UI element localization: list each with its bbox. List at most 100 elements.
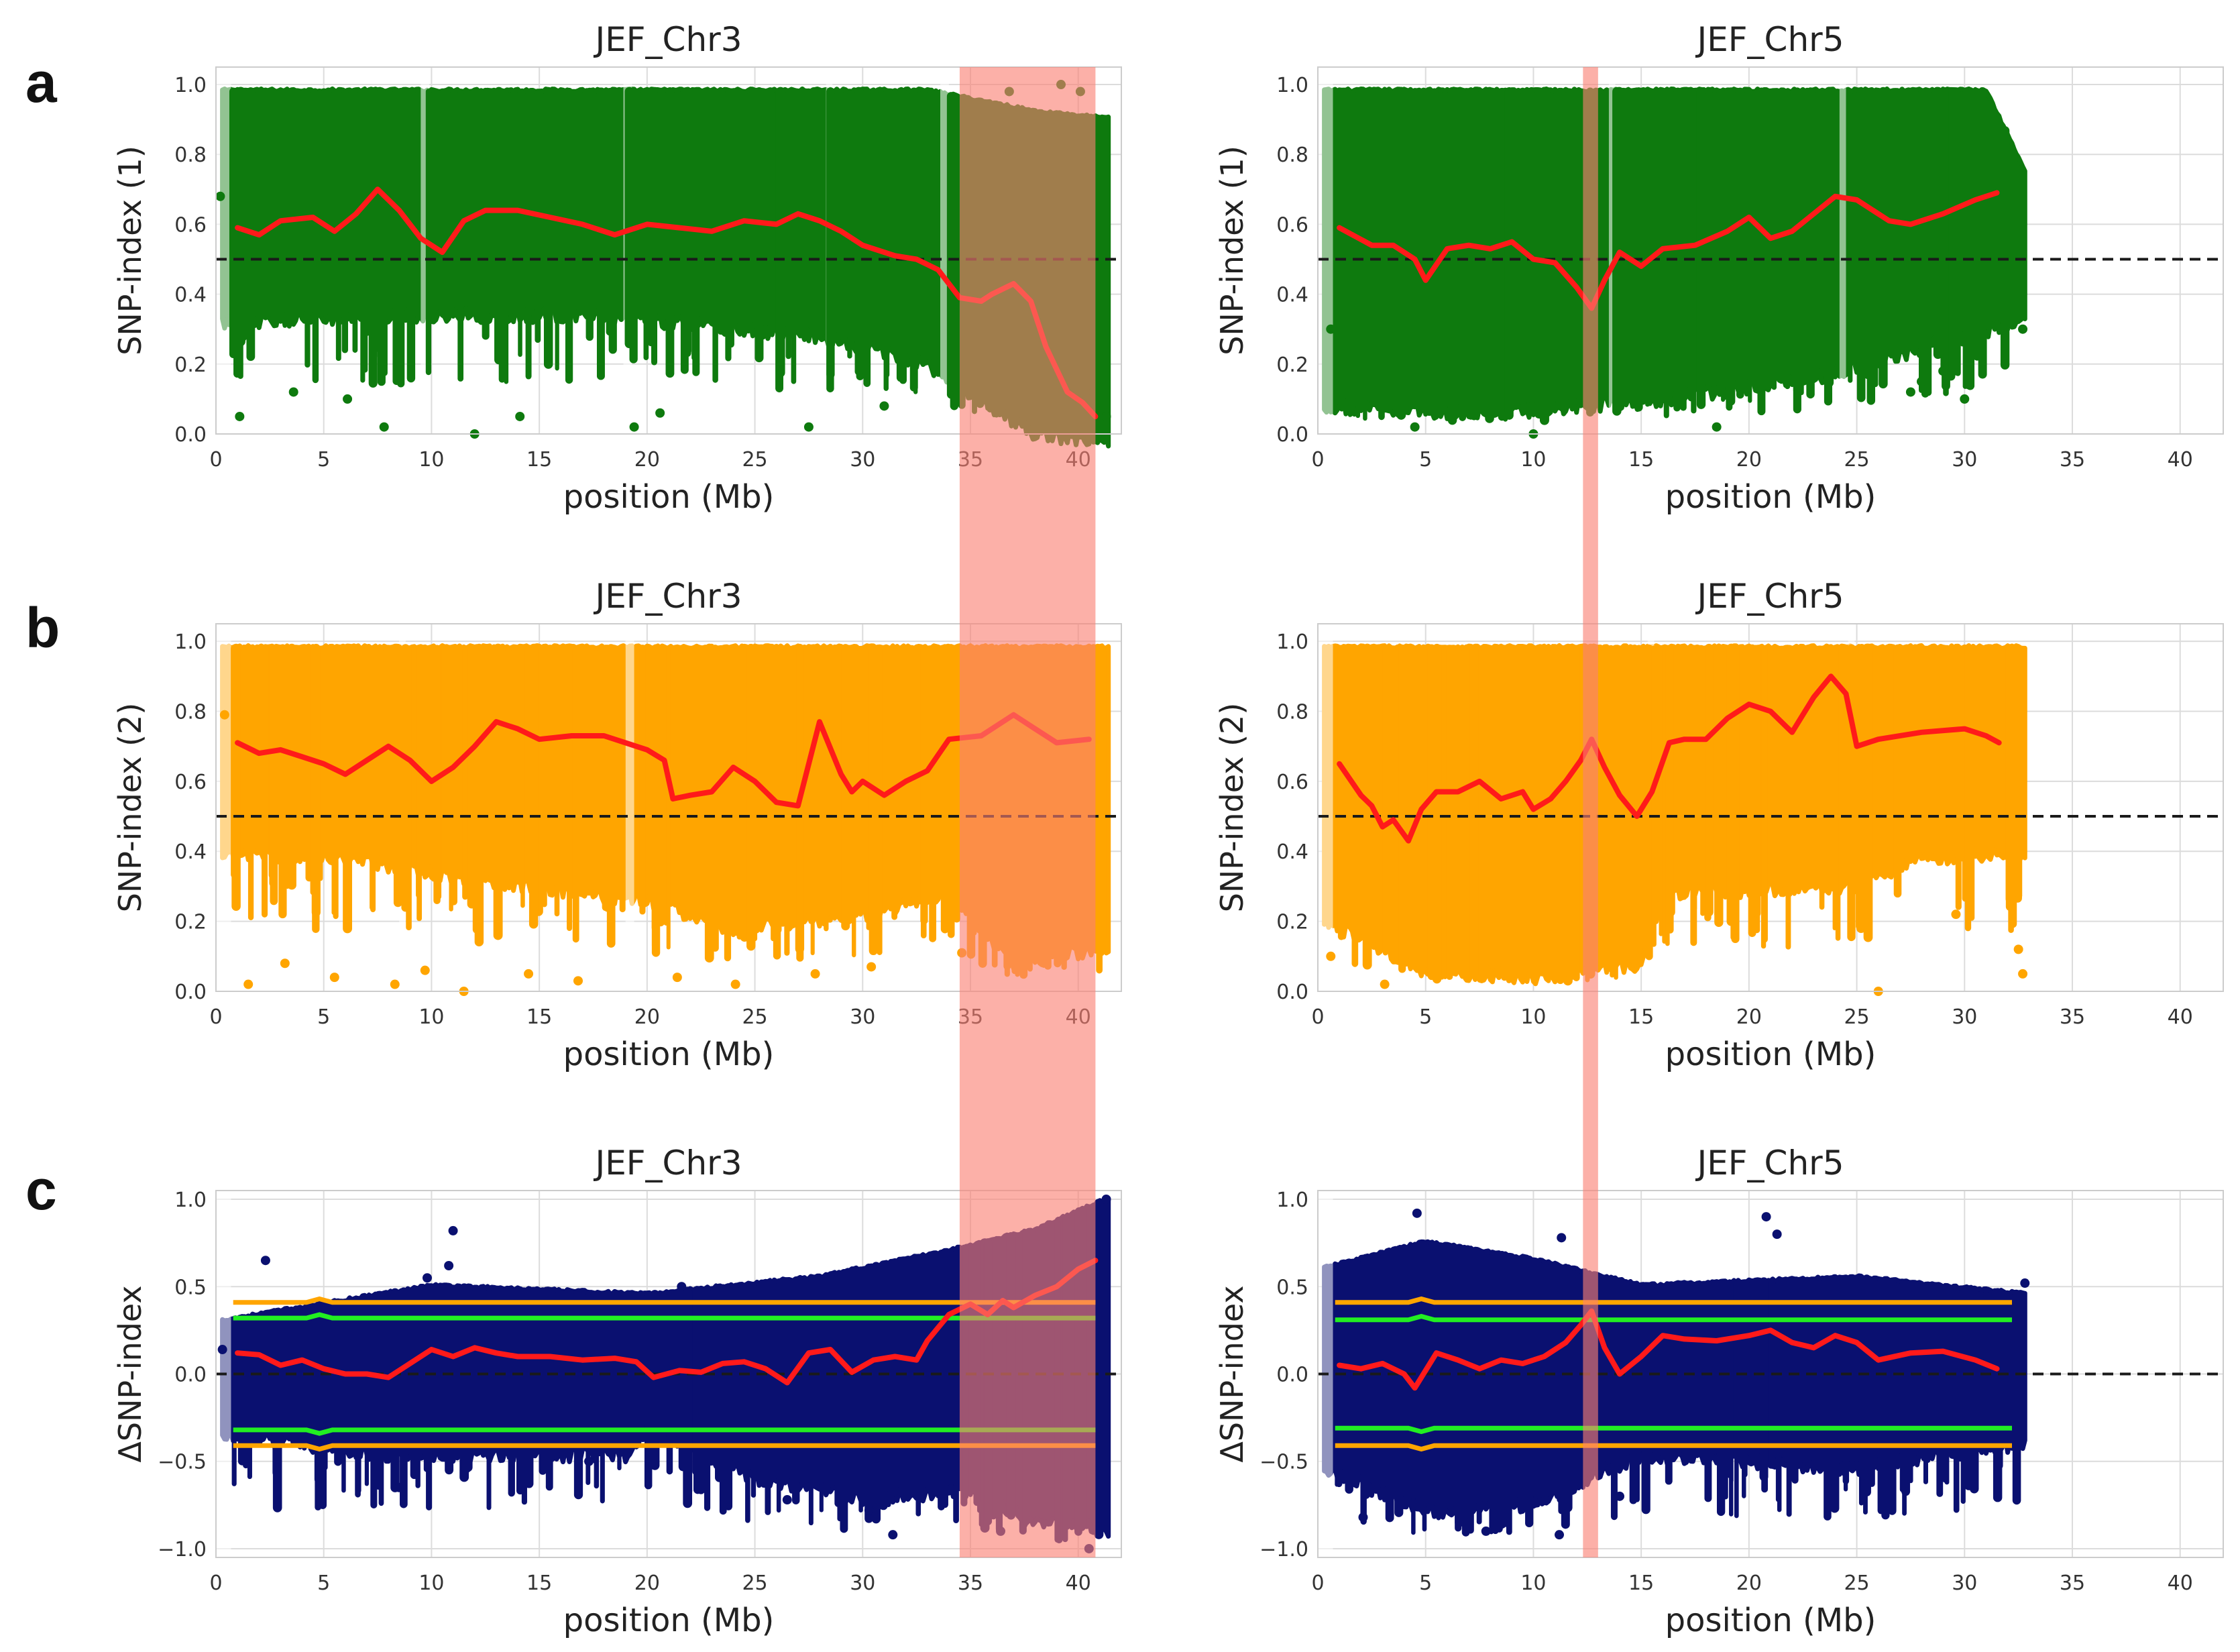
snp-point (1557, 1233, 1567, 1243)
y-tick-label: 0.0 (1276, 1364, 1308, 1387)
x-tick-label: 15 (526, 1572, 552, 1595)
snp-gap (216, 67, 231, 434)
x-tick-label: 30 (850, 1572, 875, 1595)
snp-point (1380, 979, 1390, 989)
x-tick-label: 15 (526, 1005, 552, 1029)
y-tick-label: 1.0 (1276, 74, 1308, 97)
y-axis-label: ΔSNP-index (1214, 1285, 1250, 1462)
panel-letter-c: c (25, 1158, 57, 1221)
snp-point (1326, 951, 1336, 961)
x-tick-label: 5 (1419, 1572, 1432, 1595)
x-tick-label: 0 (1311, 1005, 1324, 1029)
x-tick-label: 40 (2168, 1005, 2193, 1029)
snp-point (343, 394, 353, 404)
snp-point (219, 710, 229, 720)
x-tick-label: 20 (1736, 448, 1762, 472)
x-tick-label: 0 (1311, 1572, 1324, 1595)
y-tick-label: 0.5 (1276, 1276, 1308, 1299)
x-tick-label: 5 (1419, 1005, 1432, 1029)
snp-point (1555, 1530, 1564, 1540)
y-axis-label: SNP-index (2) (112, 703, 148, 913)
snp-point (677, 1282, 687, 1292)
snp-point (394, 1482, 404, 1492)
x-tick-label: 25 (1844, 1572, 1869, 1595)
x-tick-label: 40 (2168, 1572, 2193, 1595)
snp-point (423, 1273, 432, 1283)
snp-gap (1608, 67, 1616, 434)
x-tick-label: 35 (2060, 448, 2085, 472)
plot-frame (1317, 1190, 2224, 1558)
y-tick-label: 0.6 (174, 213, 207, 237)
snp-gap (1318, 624, 1333, 991)
y-tick-label: 1.0 (174, 630, 207, 654)
ci95-upper-line (233, 1312, 1096, 1321)
x-tick-label: 10 (418, 1572, 444, 1595)
ci95-lower-line (233, 1427, 1096, 1436)
x-axis-label: position (Mb) (563, 1602, 775, 1639)
snp-point (515, 411, 525, 421)
x-tick-label: 40 (2168, 448, 2193, 472)
chart-a-chr5: 0 5 10 15 20 25 30 35 40 0.0 0.2 0.4 0.6 0.8 1.0 JEF_Ch… (1214, 20, 2224, 516)
y-tick-label: 0.4 (1276, 840, 1308, 864)
y-tick-label: 0.2 (1276, 911, 1308, 934)
y-tick-label: 1.0 (1276, 630, 1308, 654)
x-tick-label: 15 (1628, 1005, 1654, 1029)
plot-frame (215, 623, 1122, 992)
chart-title: JEF_Chr3 (593, 20, 742, 59)
panel-letter-b: b (25, 596, 60, 659)
chart-c-chr5: 0 5 10 15 20 25 30 35 40 −1.0 −0.5 0.0 0.5 1.0 JEF_Chr… (1214, 1144, 2224, 1639)
snp-point (260, 1256, 270, 1266)
y-tick-label: 0.2 (1276, 353, 1308, 377)
x-tick-label: 5 (317, 448, 330, 472)
x-tick-label: 30 (1952, 1572, 1977, 1595)
snp-point (730, 979, 740, 989)
snp-point (1905, 387, 1915, 397)
panel-letters: a b c (25, 51, 60, 1221)
snp-point (1615, 1491, 1624, 1501)
snp-gap (1318, 67, 1333, 434)
snp-point (379, 422, 389, 432)
snp-point (584, 1456, 594, 1466)
sliding-window-line (1337, 673, 2002, 844)
snp-point (1326, 324, 1336, 334)
snp-point (524, 969, 534, 979)
y-tick-label: 0.8 (1276, 700, 1308, 724)
x-tick-label: 10 (418, 448, 444, 472)
snp-point (1101, 1195, 1111, 1205)
chart-title: JEF_Chr3 (593, 577, 742, 616)
y-tick-label: 0.4 (1276, 284, 1308, 307)
x-tick-label: 20 (634, 1005, 660, 1029)
x-tick-label: 30 (850, 448, 875, 472)
x-tick-label: 0 (209, 448, 222, 472)
x-tick-label: 30 (1952, 1005, 1977, 1029)
y-tick-label: 0.0 (1276, 423, 1308, 447)
y-tick-label: −1.0 (1259, 1538, 1308, 1561)
highlight-band-chr5 (1583, 67, 1598, 1557)
y-tick-label: 0.0 (174, 423, 207, 447)
x-tick-label: 25 (742, 448, 767, 472)
x-tick-label: 0 (209, 1572, 222, 1595)
x-tick-label: 10 (1520, 1572, 1546, 1595)
y-tick-label: 0.5 (174, 1276, 207, 1299)
snp-point (1412, 1208, 1422, 1218)
snp-point (288, 387, 298, 397)
snp-point (215, 191, 225, 201)
x-tick-label: 25 (1844, 1005, 1869, 1029)
snp-point (420, 965, 430, 975)
snp-point (1761, 1212, 1771, 1222)
snp-point (280, 958, 290, 969)
x-tick-label: 25 (742, 1572, 767, 1595)
snp-point (2018, 324, 2028, 334)
x-tick-label: 20 (634, 1572, 660, 1595)
snp-point (672, 973, 682, 983)
y-tick-label: 0.6 (1276, 213, 1308, 237)
y-tick-label: 0.2 (174, 911, 207, 934)
x-tick-label: 20 (1736, 1005, 1762, 1029)
y-tick-label: 0.8 (1276, 144, 1308, 167)
snp-point (2018, 969, 2028, 979)
snp-point (329, 973, 339, 983)
snp-point (573, 976, 583, 986)
x-tick-label: 35 (958, 1572, 983, 1595)
x-tick-label: 25 (742, 1005, 767, 1029)
plot-frame (1317, 623, 2224, 992)
